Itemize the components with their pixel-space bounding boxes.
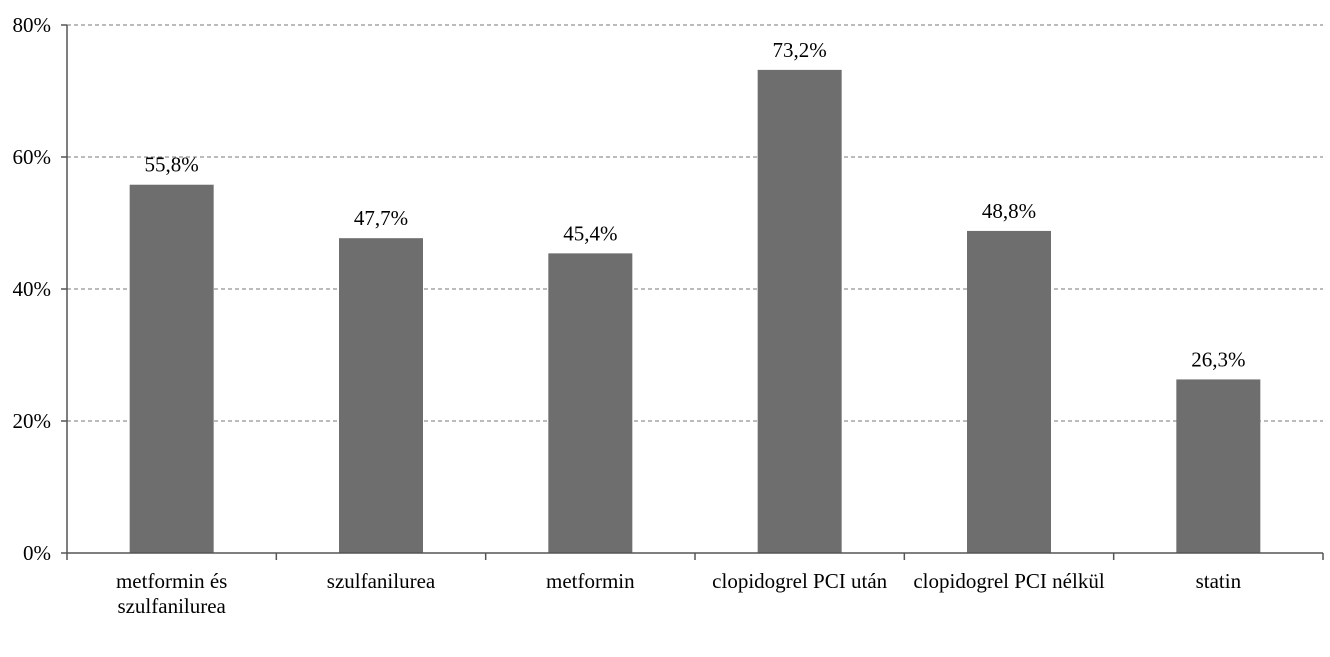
data-label: 45,4% [563,221,617,245]
bar [757,69,842,553]
y-tick-label: 60% [13,145,52,169]
axes [66,25,1324,560]
category-labels: metformin és szulfanilurea szulfanilurea me… [116,569,1242,618]
x-tick-label: metformin [546,569,635,593]
y-axis-ticks: 0% 20% 40% 60% 80% [13,13,67,565]
data-label: 73,2% [773,38,827,62]
y-tick-label: 40% [13,277,52,301]
grid-layer [67,24,1323,422]
data-label: 55,8% [145,153,199,177]
x-tick-label: clopidogrel PCI után [712,569,887,593]
y-tick-label: 80% [13,13,52,37]
y-tick-label: 0% [23,541,51,565]
bar [129,184,214,553]
x-tick-label: szulfanilurea [327,569,436,593]
x-tick-label: statin [1196,569,1242,593]
bars [129,69,1261,554]
bar [967,230,1051,554]
x-tick-label: clopidogrel PCI nélkül [913,569,1104,593]
data-labels: 55,8% 47,7% 45,4% 73,2% 48,8% 26,3% [145,38,1246,372]
data-label: 48,8% [982,199,1036,223]
y-tick-label: 20% [13,409,52,433]
bar [548,253,633,554]
bar [339,238,423,553]
bar [1176,379,1261,553]
x-tick-label: metformin és szulfanilurea [116,569,227,618]
data-label: 47,7% [354,206,408,230]
data-label: 26,3% [1191,347,1245,371]
